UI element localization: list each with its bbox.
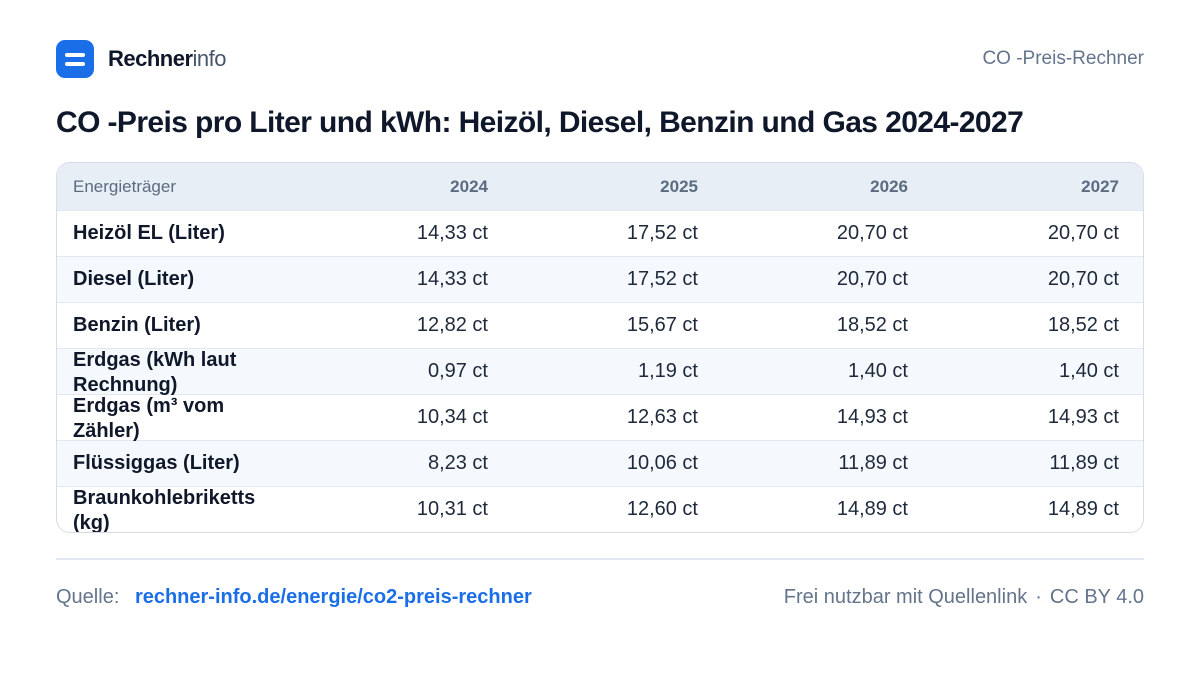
value-cell: 10,06 ct xyxy=(626,452,698,474)
page-header: Rechnerinfo CO -Preis-Rechner xyxy=(56,40,1144,78)
value-cell: 0,97 ct xyxy=(427,360,488,382)
license-info: Frei nutzbar mit Quellenlink · CC BY 4.0 xyxy=(784,586,1144,609)
source-label: Quelle: xyxy=(56,585,120,608)
value-cell: 17,52 ct xyxy=(626,222,698,244)
brand-name-bold: Rechner xyxy=(108,46,193,71)
value-cell: 10,31 ct xyxy=(416,498,488,520)
value-cell: 1,40 ct xyxy=(847,360,908,382)
column-header-2025: 2025 xyxy=(660,176,698,196)
value-cell: 11,89 ct xyxy=(1049,452,1119,474)
source-link[interactable]: rechner-info.de/energie/co2-preis-rechne… xyxy=(134,585,532,608)
logo-icon xyxy=(56,40,94,78)
column-header-2027: 2027 xyxy=(1081,176,1119,196)
table-row: Heizöl EL (Liter) 14,33 ct 17,52 ct 20,7… xyxy=(57,210,1143,256)
license-text: Frei nutzbar mit Quellenlink xyxy=(783,585,1028,608)
column-header-2026: 2026 xyxy=(870,176,908,196)
value-cell: 20,70 ct xyxy=(1047,222,1119,244)
page-title: CO -Preis pro Liter und kWh: Heizöl, Die… xyxy=(56,106,1024,139)
value-cell: 14,33 ct xyxy=(416,268,488,290)
brand-name-light: info xyxy=(192,46,227,71)
source: Quelle: rechner-info.de/energie/co2-prei… xyxy=(56,586,532,609)
value-cell: 14,89 ct xyxy=(836,498,908,520)
table-row: Flüssiggas (Liter) 8,23 ct 10,06 ct 11,8… xyxy=(57,440,1143,486)
table-row: Braunkohlebriketts (kg) 10,31 ct 12,60 c… xyxy=(57,486,1143,532)
value-cell: 20,70 ct xyxy=(1047,268,1119,290)
column-header-2024: 2024 xyxy=(450,176,488,196)
value-cell: 10,34 ct xyxy=(416,406,488,428)
row-label: Erdgas (m³ vom Zähler) xyxy=(57,395,294,441)
row-label-text: Erdgas (kWh laut Rechnung) xyxy=(73,348,237,395)
row-label: Benzin (Liter) xyxy=(73,314,201,336)
column-header-energy: Energieträger xyxy=(73,177,177,196)
value-cell: 12,60 ct xyxy=(626,498,698,520)
brand[interactable]: Rechnerinfo xyxy=(56,40,227,78)
value-cell: 12,63 ct xyxy=(626,406,698,428)
value-cell: 18,52 ct xyxy=(836,314,908,336)
row-label: Erdgas (kWh laut Rechnung) xyxy=(57,349,294,395)
value-cell: 18,52 ct xyxy=(1047,314,1119,336)
value-cell: 20,70 ct xyxy=(836,268,908,290)
value-cell: 14,33 ct xyxy=(416,222,488,244)
row-label: Braunkohlebriketts (kg) xyxy=(57,487,294,533)
footer-divider xyxy=(56,558,1144,560)
row-label: Diesel (Liter) xyxy=(73,268,195,290)
row-label-text: Braunkohlebriketts (kg) xyxy=(73,486,256,533)
license-name: CC BY 4.0 xyxy=(1049,585,1144,608)
brand-name: Rechnerinfo xyxy=(108,46,227,72)
table-row: Erdgas (kWh laut Rechnung) 0,97 ct 1,19 … xyxy=(57,348,1143,395)
row-label-text: Erdgas (m³ vom Zähler) xyxy=(73,394,225,441)
value-cell: 1,40 ct xyxy=(1058,360,1119,382)
row-label: Heizöl EL (Liter) xyxy=(73,222,225,244)
separator-dot: · xyxy=(1035,585,1042,608)
value-cell: 15,67 ct xyxy=(626,314,698,336)
value-cell: 20,70 ct xyxy=(836,222,908,244)
price-table: Energieträger 2024 2025 2026 2027 Heizöl… xyxy=(56,162,1144,533)
value-cell: 8,23 ct xyxy=(427,452,488,474)
value-cell: 1,19 ct xyxy=(637,360,698,382)
table-row: Diesel (Liter) 14,33 ct 17,52 ct 20,70 c… xyxy=(57,256,1143,302)
calculator-label: CO -Preis-Rechner xyxy=(982,48,1144,69)
table-row: Benzin (Liter) 12,82 ct 15,67 ct 18,52 c… xyxy=(57,302,1143,348)
value-cell: 14,93 ct xyxy=(1047,406,1119,428)
value-cell: 17,52 ct xyxy=(626,268,698,290)
row-label: Flüssiggas (Liter) xyxy=(73,452,240,474)
value-cell: 12,82 ct xyxy=(416,314,488,336)
value-cell: 14,93 ct xyxy=(836,406,908,428)
page-footer: Quelle: rechner-info.de/energie/co2-prei… xyxy=(56,584,1144,610)
table-header-row: Energieträger 2024 2025 2026 2027 xyxy=(57,163,1143,210)
value-cell: 14,89 ct xyxy=(1047,498,1119,520)
value-cell: 11,89 ct xyxy=(838,452,908,474)
table-row: Erdgas (m³ vom Zähler) 10,34 ct 12,63 ct… xyxy=(57,394,1143,441)
